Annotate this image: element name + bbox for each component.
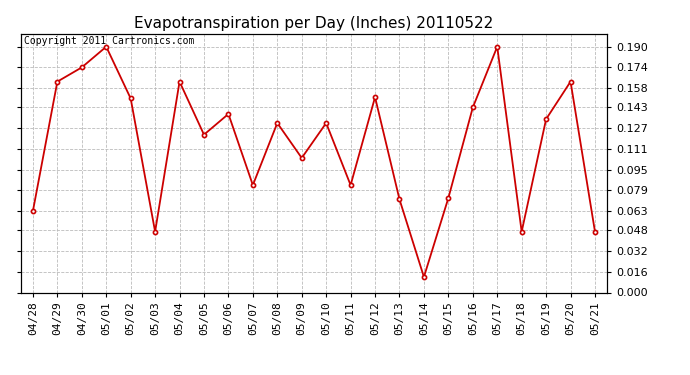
Title: Evapotranspiration per Day (Inches) 20110522: Evapotranspiration per Day (Inches) 2011… (135, 16, 493, 31)
Text: Copyright 2011 Cartronics.com: Copyright 2011 Cartronics.com (23, 36, 194, 46)
